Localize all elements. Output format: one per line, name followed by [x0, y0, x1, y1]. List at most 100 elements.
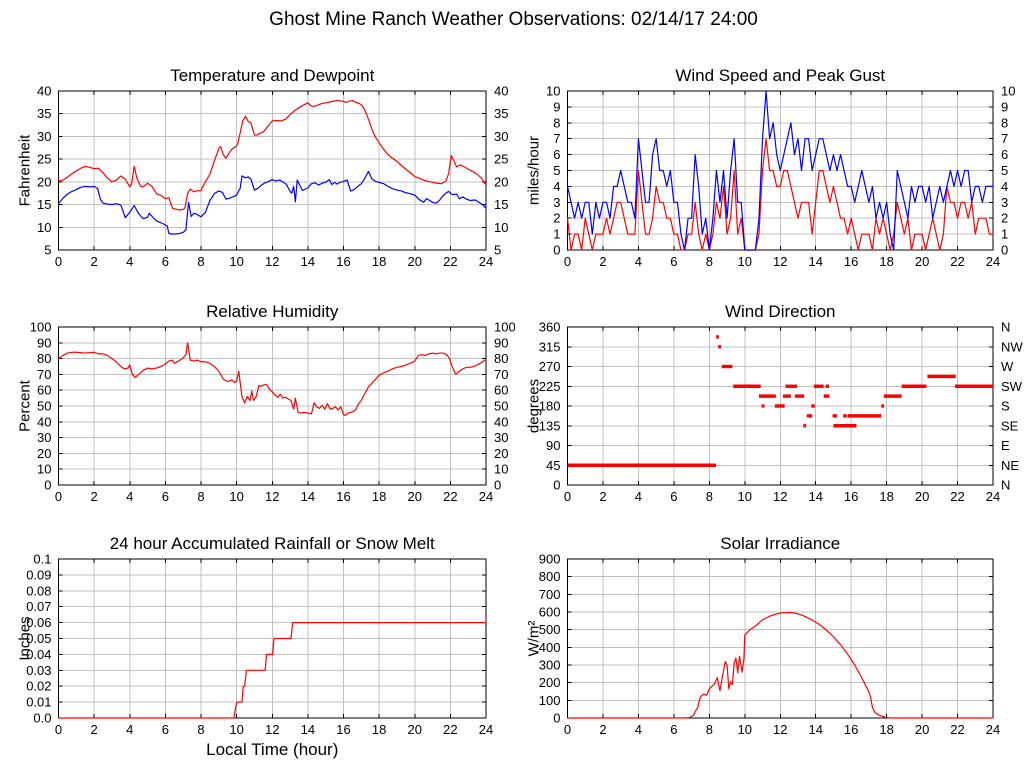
svg-text:9: 9 [1001, 99, 1008, 114]
svg-text:300: 300 [539, 658, 561, 673]
svg-text:90: 90 [546, 438, 560, 453]
svg-text:20: 20 [408, 254, 422, 269]
svg-text:22: 22 [443, 254, 457, 269]
svg-text:20: 20 [37, 446, 51, 461]
svg-text:700: 700 [539, 587, 561, 602]
svg-text:0: 0 [564, 489, 571, 504]
svg-text:3: 3 [1001, 195, 1008, 210]
svg-text:100: 100 [539, 693, 561, 708]
svg-text:14: 14 [301, 254, 315, 269]
svg-text:100: 100 [30, 320, 52, 335]
svg-text:4: 4 [635, 489, 642, 504]
svg-text:40: 40 [37, 84, 51, 99]
svg-text:8: 8 [706, 489, 713, 504]
svg-text:800: 800 [539, 569, 561, 584]
svg-text:24: 24 [986, 722, 1000, 737]
svg-text:50: 50 [37, 399, 51, 414]
svg-text:Fahrenheit: Fahrenheit [17, 134, 34, 207]
svg-text:16: 16 [336, 254, 350, 269]
svg-text:8: 8 [1001, 115, 1008, 130]
svg-text:270: 270 [539, 359, 561, 374]
svg-text:0: 0 [553, 478, 560, 493]
svg-text:2: 2 [599, 489, 606, 504]
svg-text:3: 3 [553, 195, 560, 210]
svg-text:40: 40 [37, 414, 51, 429]
svg-text:20: 20 [408, 489, 422, 504]
svg-text:2: 2 [553, 211, 560, 226]
svg-text:SE: SE [1001, 418, 1019, 433]
svg-text:5: 5 [494, 243, 501, 258]
svg-text:0.1: 0.1 [33, 552, 51, 567]
svg-text:5: 5 [553, 163, 560, 178]
svg-text:12: 12 [265, 722, 279, 737]
svg-text:7: 7 [553, 131, 560, 146]
svg-text:14: 14 [301, 489, 315, 504]
svg-text:N: N [1001, 478, 1010, 493]
svg-text:22: 22 [443, 489, 457, 504]
svg-text:0.02: 0.02 [26, 679, 51, 694]
rainfall-chart: 0 2 4 6 8 10 12 14 16 18 20 22 240.00.010.020.030.04… [17, 534, 494, 759]
svg-text:24: 24 [479, 254, 493, 269]
svg-text:0: 0 [44, 478, 51, 493]
svg-text:miles/hour: miles/hour [526, 136, 543, 205]
svg-text:25: 25 [37, 152, 51, 167]
svg-text:315: 315 [539, 339, 561, 354]
svg-text:50: 50 [494, 399, 508, 414]
svg-text:Wind Speed and Peak Gust: Wind Speed and Peak Gust [675, 66, 885, 85]
svg-text:Temperature and Dewpoint: Temperature and Dewpoint [170, 66, 374, 85]
svg-text:90: 90 [37, 335, 51, 350]
svg-text:10: 10 [37, 462, 51, 477]
svg-text:135: 135 [539, 418, 561, 433]
svg-text:20: 20 [408, 722, 422, 737]
svg-text:14: 14 [808, 254, 822, 269]
svg-text:8: 8 [706, 254, 713, 269]
svg-text:6: 6 [1001, 147, 1008, 162]
svg-text:2: 2 [599, 254, 606, 269]
svg-text:NE: NE [1001, 458, 1019, 473]
svg-text:8: 8 [197, 722, 204, 737]
svg-text:30: 30 [494, 129, 508, 144]
svg-text:70: 70 [37, 367, 51, 382]
svg-text:4: 4 [635, 254, 642, 269]
svg-text:20: 20 [494, 174, 508, 189]
svg-text:0.03: 0.03 [26, 663, 51, 678]
svg-text:20: 20 [915, 722, 929, 737]
svg-text:6: 6 [670, 254, 677, 269]
svg-text:6: 6 [162, 722, 169, 737]
svg-text:N: N [1001, 320, 1010, 335]
svg-text:Relative Humidity: Relative Humidity [206, 302, 339, 321]
svg-text:24: 24 [986, 254, 1000, 269]
svg-text:4: 4 [126, 489, 133, 504]
svg-text:6: 6 [162, 254, 169, 269]
svg-text:7: 7 [1001, 131, 1008, 146]
svg-text:0: 0 [553, 243, 560, 258]
svg-text:0.05: 0.05 [26, 631, 51, 646]
svg-text:NW: NW [1001, 339, 1023, 354]
svg-text:E: E [1001, 438, 1010, 453]
svg-text:5: 5 [44, 243, 51, 258]
svg-text:180: 180 [539, 399, 561, 414]
svg-text:Local Time (hour): Local Time (hour) [206, 740, 338, 759]
svg-text:6: 6 [670, 722, 677, 737]
svg-text:18: 18 [372, 722, 386, 737]
svg-text:60: 60 [494, 383, 508, 398]
svg-text:6: 6 [162, 489, 169, 504]
svg-text:12: 12 [773, 254, 787, 269]
svg-text:18: 18 [879, 489, 893, 504]
svg-text:2: 2 [91, 722, 98, 737]
svg-text:200: 200 [539, 675, 561, 690]
svg-text:12: 12 [773, 722, 787, 737]
svg-text:8: 8 [197, 489, 204, 504]
svg-text:16: 16 [844, 254, 858, 269]
svg-text:8: 8 [553, 115, 560, 130]
svg-text:0: 0 [1001, 243, 1008, 258]
svg-text:4: 4 [1001, 179, 1008, 194]
svg-text:80: 80 [37, 351, 51, 366]
svg-text:0: 0 [553, 711, 560, 726]
svg-text:W: W [1001, 359, 1014, 374]
svg-text:35: 35 [37, 106, 51, 121]
svg-text:10: 10 [494, 462, 508, 477]
svg-text:40: 40 [494, 84, 508, 99]
svg-text:900: 900 [539, 552, 561, 567]
